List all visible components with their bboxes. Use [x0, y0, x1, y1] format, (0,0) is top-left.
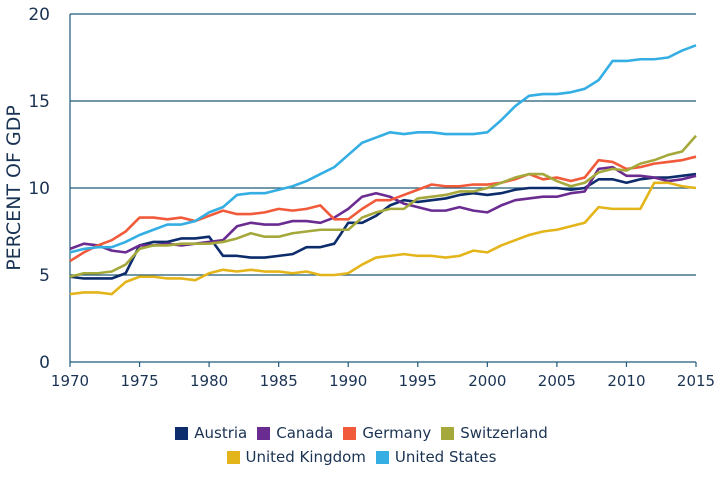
legend-label: Canada — [276, 424, 334, 442]
legend-label: Germany — [362, 424, 432, 442]
legend-item: United States — [375, 448, 497, 466]
x-tick-label: 2010 — [607, 372, 645, 390]
legend-label: Switzerland — [460, 424, 548, 442]
x-tick-label: 2005 — [538, 372, 576, 390]
y-tick-label: 15 — [28, 92, 50, 112]
x-tick-label: 1980 — [190, 372, 228, 390]
y-axis-label: PERCENT OF GDP — [3, 105, 25, 271]
x-tick-label: 1985 — [260, 372, 298, 390]
y-tick-label: 0 — [39, 353, 50, 373]
legend-label: Austria — [194, 424, 248, 442]
legend-item: Switzerland — [441, 424, 548, 442]
legend: Austria Canada Germany Switzerland United Ki… — [0, 424, 723, 466]
legend-item: Austria — [175, 424, 247, 442]
series-line — [69, 44, 697, 254]
legend-swatch — [226, 450, 240, 464]
legend-item: Germany — [343, 424, 431, 442]
legend-item: Canada — [257, 424, 333, 442]
series-line — [69, 155, 697, 263]
legend-swatch — [175, 426, 189, 440]
legend-label: United Kingdom — [245, 448, 366, 466]
x-tick-label: 2000 — [468, 372, 506, 390]
legend-label: United States — [394, 448, 497, 466]
x-tick-label: 1990 — [329, 372, 367, 390]
legend-items: Austria Canada Germany Switzerland United Ki… — [147, 424, 577, 466]
legend-swatch — [441, 426, 455, 440]
x-tick-label: 1975 — [120, 372, 158, 390]
legend-swatch — [257, 426, 271, 440]
legend-swatch — [343, 426, 357, 440]
legend-swatch — [375, 450, 389, 464]
y-tick-label: 20 — [28, 5, 50, 25]
y-tick-label: 10 — [28, 179, 50, 199]
legend-item: United Kingdom — [226, 448, 366, 466]
chart: PERCENT OF GDP 0 5 10 15 20 1970 1975 1980 1985 1… — [3, 5, 715, 390]
y-tick-label: 5 — [39, 266, 50, 286]
x-tick-label: 1995 — [399, 372, 437, 390]
x-tick-label: 2015 — [677, 372, 715, 390]
series-line — [69, 134, 697, 279]
x-tick-label: 1970 — [51, 372, 89, 390]
series-line — [69, 181, 697, 296]
